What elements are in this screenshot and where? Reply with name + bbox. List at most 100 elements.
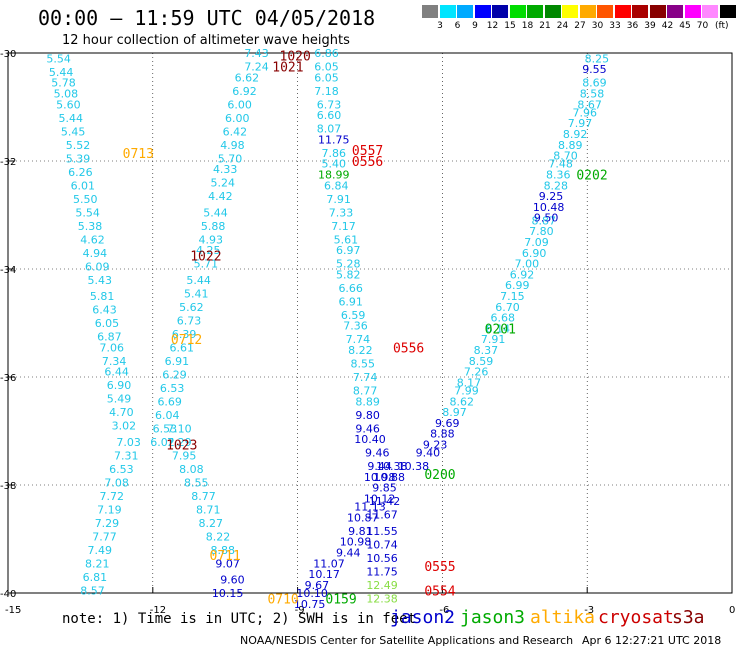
color-scale-label: 15 — [504, 21, 516, 31]
track-time-label: 0201 — [485, 322, 516, 337]
track-time-label: 0710 — [267, 592, 298, 607]
swh-point: 9.67 — [305, 579, 330, 592]
swh-point: 5.08 — [54, 88, 79, 101]
swh-point: 8.88 — [430, 428, 455, 441]
swh-point: 6.73 — [177, 314, 202, 327]
swh-point: 3.02 — [112, 420, 137, 433]
swh-point: 8.25 — [585, 52, 610, 65]
swh-point: 9.44 — [367, 460, 392, 473]
swh-point: 5.24 — [211, 177, 236, 190]
swh-point: 6.53 — [109, 463, 134, 476]
track-time-label: 0202 — [576, 169, 607, 184]
swh-point: 6.84 — [324, 179, 349, 192]
swh-point: 6.66 — [338, 282, 363, 295]
color-scale-label: 36 — [626, 21, 639, 31]
color-scale-swatch — [474, 5, 491, 18]
track-time-label: 1020 — [280, 50, 311, 65]
swh-point: 9.46 — [355, 422, 380, 435]
swh-point: 5.54 — [46, 52, 71, 65]
plot-frame — [7, 52, 733, 594]
swh-point: 5.44 — [203, 206, 228, 219]
swh-point: 9.69 — [435, 417, 460, 430]
swh-point: 6.59 — [341, 309, 366, 322]
swh-point: 8.36 — [546, 169, 571, 182]
swh-point: 6.04 — [155, 409, 180, 422]
swh-point: 8.22 — [206, 530, 231, 543]
swh-point: 7.19 — [97, 503, 122, 516]
swh-point: 8.89 — [558, 139, 583, 152]
swh-point: 18.99 — [318, 169, 350, 182]
swh-point: 11.42 — [369, 495, 401, 508]
swh-point: 8.70 — [553, 150, 578, 163]
swh-point: 7.29 — [167, 436, 192, 449]
swh-point: 8.92 — [563, 128, 588, 141]
swh-point: 10.88 — [374, 471, 406, 484]
y-tick-label: -30 — [0, 49, 16, 60]
swh-point: 5.52 — [66, 139, 91, 152]
color-scale-swatch — [544, 5, 561, 18]
swh-point: 5.82 — [336, 268, 361, 281]
swh-point: 5.62 — [179, 301, 204, 314]
swh-point: 6.05 — [314, 71, 339, 84]
track-time-label: 1021 — [272, 61, 303, 76]
y-tick-label: -36 — [0, 373, 16, 384]
swh-point: 7.15 — [500, 290, 525, 303]
swh-point: 8.77 — [353, 385, 378, 398]
swh-point: 7.31 — [114, 449, 139, 462]
color-scale-swatch — [457, 5, 473, 18]
color-scale-label: 42 — [661, 21, 674, 31]
color-scale-label: 3 — [437, 21, 443, 31]
swh-point: 8.55 — [351, 358, 376, 371]
swh-point: 8.69 — [582, 77, 607, 90]
color-scale-swatch — [597, 5, 613, 18]
swh-point: 8.77 — [191, 490, 216, 503]
swh-point: 9.80 — [355, 409, 380, 422]
swh-point: 6.92 — [510, 268, 535, 281]
x-tick-label: -12 — [150, 605, 166, 616]
swh-point: 5.28 — [336, 258, 361, 271]
swh-point: 6.90 — [107, 379, 132, 392]
legend-jason3: jason3 — [460, 607, 526, 628]
track-time-label: 0712 — [171, 333, 202, 348]
swh-point: 7.09 — [524, 236, 549, 249]
swh-point: 7.36 — [343, 320, 368, 333]
swh-point: 9.07 — [215, 557, 240, 570]
track-time-label: 0555 — [424, 560, 455, 575]
swh-point: 5.40 — [322, 158, 347, 171]
swh-point: 7.26 — [464, 366, 489, 379]
swh-point: 5.54 — [75, 206, 100, 219]
swh-point: 4.33 — [213, 163, 238, 176]
swh-point: 5.78 — [51, 77, 76, 90]
swh-point: 5.49 — [107, 393, 132, 406]
swh-point: 11.75 — [318, 133, 350, 146]
color-scale-label: 21 — [539, 21, 551, 31]
swh-point: 10.17 — [308, 568, 340, 581]
swh-point: 4.25 — [196, 244, 221, 257]
color-scale-swatch — [579, 5, 596, 18]
swh-point: 7.00 — [515, 258, 540, 271]
swh-point: 6.14 — [486, 322, 511, 335]
x-tick-label: 0 — [729, 605, 735, 616]
color-scale-label: 45 — [679, 21, 691, 31]
swh-point: 4.94 — [83, 247, 108, 260]
swh-point: 7.08 — [104, 476, 129, 489]
swh-point: 5.41 — [184, 287, 209, 300]
color-scale-swatch — [649, 5, 666, 18]
swh-point: 6.53 — [153, 422, 178, 435]
swh-point: 10.48 — [533, 201, 565, 214]
swh-point: 5.88 — [201, 220, 226, 233]
swh-point: 6.53 — [160, 382, 185, 395]
swh-point: 5.44 — [186, 274, 211, 287]
legend-s3a: s3a — [672, 607, 705, 628]
swh-point: 5.81 — [90, 290, 115, 303]
swh-point: 7.29 — [95, 517, 120, 530]
swh-point: 8.21 — [85, 557, 110, 570]
swh-point: 10.38 — [376, 460, 408, 473]
swh-point: 8.07 — [317, 123, 342, 136]
swh-point: 7.03 — [116, 436, 141, 449]
swh-point: 7.91 — [481, 333, 506, 346]
swh-point: 5.60 — [56, 98, 81, 111]
y-tick-label: -34 — [0, 265, 16, 276]
color-scale-label: 24 — [556, 21, 569, 31]
swh-point: 10.15 — [212, 587, 244, 600]
